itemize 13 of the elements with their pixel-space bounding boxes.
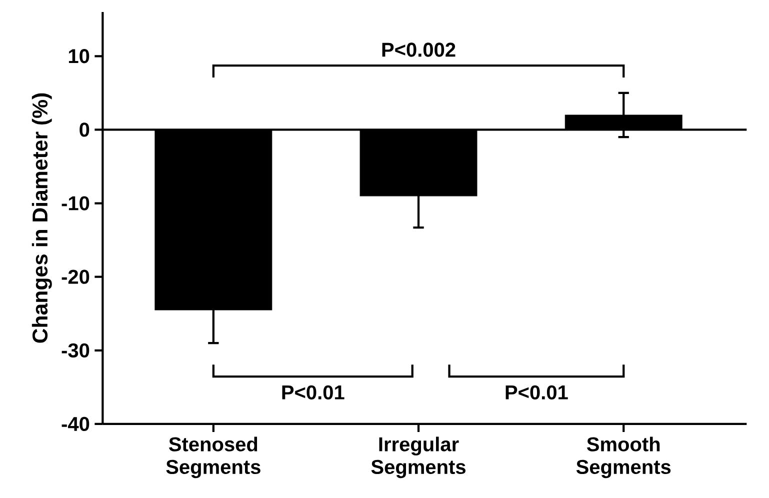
y-axis-title: Changes in Diameter (%) [32, 93, 52, 343]
annotation: P<0.002 [382, 42, 456, 57]
y-tick-label: 10 [68, 49, 90, 64]
annotation: P<0.01 [506, 385, 568, 400]
y-tick-label: -20 [62, 270, 90, 284]
x-tick-label: Smooth Segments [576, 436, 671, 478]
y-tick-label: -30 [62, 343, 90, 358]
annotation: P<0.01 [282, 385, 344, 400]
y-tick-label: -40 [62, 416, 90, 432]
y-tick-label: -10 [62, 196, 90, 210]
x-tick-label: Irregular Segments [371, 436, 466, 478]
x-tick-label: Stenosed Segments [166, 436, 260, 478]
y-tick-label: 0 [80, 122, 90, 137]
